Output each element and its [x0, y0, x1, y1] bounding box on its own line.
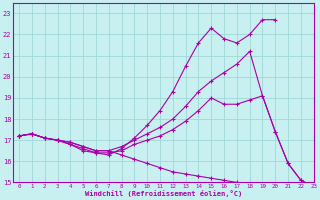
X-axis label: Windchill (Refroidissement éolien,°C): Windchill (Refroidissement éolien,°C) — [84, 190, 242, 197]
